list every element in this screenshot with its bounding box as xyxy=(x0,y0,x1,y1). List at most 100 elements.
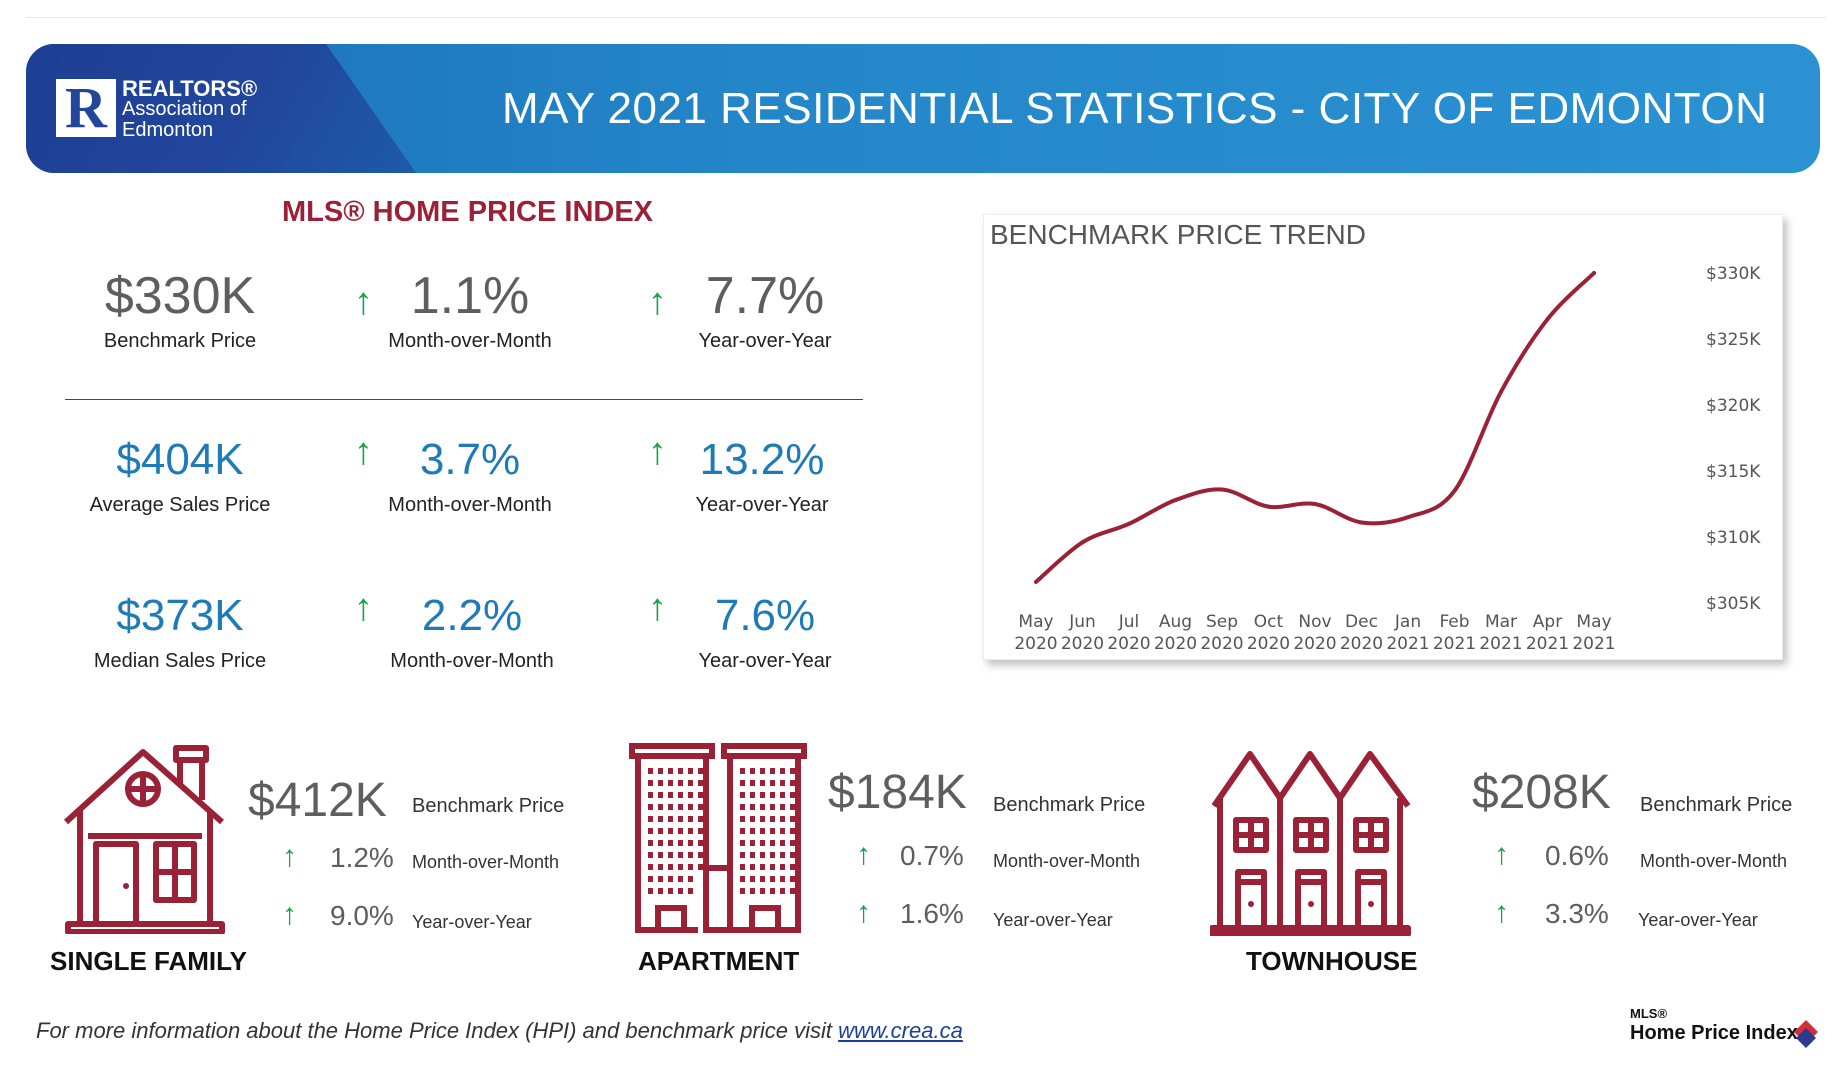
apartment-label: APARTMENT xyxy=(638,946,800,976)
window-icon xyxy=(678,876,683,882)
window-icon xyxy=(750,816,755,822)
line-chart: $305K$310K$315K$320K$325K$330KMay2020Jun… xyxy=(1014,264,1761,654)
window-icon xyxy=(678,768,683,774)
window-icon xyxy=(688,888,693,894)
x-tick-label: 2021 xyxy=(1433,634,1476,654)
apartment-building-icon xyxy=(629,743,807,933)
window-icon xyxy=(770,876,775,882)
mom-stat: 3.7% Month-over-Month xyxy=(370,432,570,517)
window-icon xyxy=(648,888,653,894)
window-icon xyxy=(770,780,775,786)
benchmark-price-line xyxy=(1034,271,1596,584)
window-icon xyxy=(740,816,745,822)
x-tick-label: May xyxy=(1576,612,1611,632)
window-icon xyxy=(658,852,663,858)
window-icon xyxy=(780,852,785,858)
window-icon xyxy=(668,780,673,786)
x-tick-label: Oct xyxy=(1254,612,1284,632)
townhouse-label: TOWNHOUSE xyxy=(1246,946,1418,976)
window-icon xyxy=(750,792,755,798)
stat-label: Month-over-Month xyxy=(388,494,552,516)
window-icon xyxy=(668,816,673,822)
stat-value: 13.2% xyxy=(699,435,825,484)
mls-logo-big: Home Price Index xyxy=(1630,1022,1798,1044)
up-arrow-icon: ↑ xyxy=(354,431,373,473)
window-icon xyxy=(688,876,693,882)
up-arrow-icon: ↑ xyxy=(856,838,871,871)
window-icon xyxy=(740,804,745,810)
window-icon xyxy=(790,804,795,810)
window-icon xyxy=(770,840,775,846)
window-icon xyxy=(688,792,693,798)
stat-value: 1.1% xyxy=(410,267,530,325)
window-icon xyxy=(668,828,673,834)
window-icon xyxy=(770,828,775,834)
window-icon xyxy=(688,852,693,858)
window-icon xyxy=(658,888,663,894)
apartment-mom: 0.7% xyxy=(900,840,964,871)
window-icon xyxy=(648,876,653,882)
x-tick-label: Jan xyxy=(1394,612,1421,632)
stat-label: Year-over-Year xyxy=(695,494,829,516)
stat-label: Average Sales Price xyxy=(89,494,271,516)
window-icon xyxy=(678,780,683,786)
divider xyxy=(65,399,863,400)
y-tick-label: $305K xyxy=(1706,594,1761,614)
window-icon xyxy=(668,864,673,870)
data-point xyxy=(1545,317,1550,322)
data-point xyxy=(1359,520,1364,525)
window-icon xyxy=(668,840,673,846)
window-icon xyxy=(750,864,755,870)
window-icon xyxy=(760,792,765,798)
x-tick-label: 2020 xyxy=(1014,634,1057,654)
benchmark-trend-chart: BENCHMARK PRICE TREND $305K $310K $315K $32… xyxy=(983,214,1783,660)
window-icon xyxy=(698,780,703,786)
footer-text: For more information about the Home Pric… xyxy=(36,1018,839,1043)
window-icon xyxy=(668,804,673,810)
window-icon xyxy=(760,828,765,834)
window-icon xyxy=(770,816,775,822)
data-point xyxy=(1592,271,1596,275)
data-point xyxy=(1173,498,1178,503)
hpi-section-title: MLS® HOME PRICE INDEX xyxy=(282,196,654,228)
townhouse-icon xyxy=(1210,751,1411,936)
x-tick-label: Jul xyxy=(1118,612,1140,632)
window-icon xyxy=(780,828,785,834)
data-point xyxy=(1220,487,1224,492)
single-family-mom: 1.2% xyxy=(330,842,394,873)
benchmark-price-stat: $330K Benchmark Price xyxy=(60,268,300,353)
top-rule xyxy=(26,17,1826,18)
x-tick-label: 2020 xyxy=(1107,634,1150,654)
x-tick-label: 2020 xyxy=(1247,634,1290,654)
stat-value: $373K xyxy=(116,591,244,640)
mom-stat: 2.2% Month-over-Month xyxy=(372,588,572,673)
window-icon xyxy=(678,816,683,822)
apartment-yoy: 1.6% xyxy=(900,898,964,929)
townhouse-mom-label: Month-over-Month xyxy=(1640,851,1788,871)
window-icon xyxy=(790,792,795,798)
up-arrow-icon: ↑ xyxy=(856,896,871,929)
header-banner: R REALTORS® Association of Edmonton MAY … xyxy=(26,44,1820,173)
window-icon xyxy=(678,828,683,834)
window-icon xyxy=(678,804,683,810)
window-icon xyxy=(780,792,785,798)
window-icon xyxy=(760,840,765,846)
x-tick-label: 2021 xyxy=(1479,634,1522,654)
window-icon xyxy=(770,804,775,810)
up-arrow-icon: ↑ xyxy=(648,587,667,629)
up-arrow-icon: ↑ xyxy=(1494,896,1509,929)
window-icon xyxy=(780,780,785,786)
window-icon xyxy=(688,804,693,810)
data-point xyxy=(1266,504,1271,509)
crea-link[interactable]: www.crea.ca xyxy=(838,1018,963,1043)
x-tick-label: Mar xyxy=(1485,612,1517,632)
window-icon xyxy=(740,852,745,858)
stat-value: 3.7% xyxy=(419,435,521,484)
x-tick-label: May xyxy=(1018,612,1053,632)
mls-logo-small: MLS® xyxy=(1630,1006,1668,1021)
page-title: MAY 2021 RESIDENTIAL STATISTICS - CITY O… xyxy=(502,84,1768,133)
yoy-stat: 13.2% Year-over-Year xyxy=(662,432,862,517)
window-icon xyxy=(698,828,703,834)
x-tick-label: Nov xyxy=(1298,612,1331,632)
single-family-yoy: 9.0% xyxy=(330,900,394,931)
